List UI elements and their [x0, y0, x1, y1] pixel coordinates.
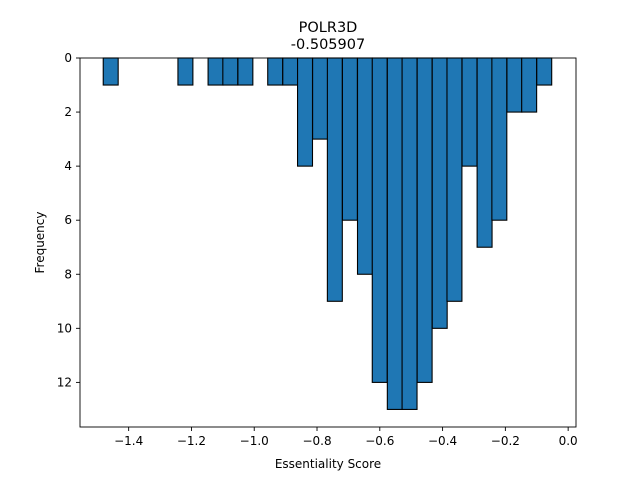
y-tick-label: 0	[64, 51, 72, 65]
y-tick-label: 6	[64, 213, 72, 227]
histogram-bar	[521, 57, 538, 113]
histogram-bar	[296, 57, 314, 167]
histogram-bar	[222, 57, 239, 86]
y-tick-label: 2	[64, 105, 72, 119]
histogram-bar	[207, 57, 224, 86]
histogram-bar	[282, 57, 299, 86]
y-axis-label: Frequency	[33, 212, 47, 274]
histogram-bar	[416, 57, 433, 383]
histogram-bar	[177, 57, 194, 86]
x-tick-label: 0.0	[559, 434, 578, 448]
x-tick-label: −1.2	[177, 434, 206, 448]
x-tick-label: −0.8	[302, 434, 331, 448]
x-axis-label: Essentiality Score	[275, 457, 381, 471]
x-tick-label: −0.2	[491, 434, 520, 448]
histogram-bar	[506, 57, 523, 113]
y-tick-label: 4	[64, 159, 72, 173]
histogram-bar	[476, 57, 493, 248]
histogram-bar	[326, 57, 343, 302]
chart-title: POLR3D	[299, 20, 358, 36]
y-tick-label: 12	[57, 375, 72, 389]
histogram-bar	[356, 57, 374, 275]
histogram-bar	[341, 57, 358, 221]
plot-frame	[79, 57, 577, 428]
histogram-bar	[312, 57, 329, 140]
histogram-bar	[431, 57, 448, 329]
x-tick-label: −1.4	[114, 434, 143, 448]
y-tick-label: 8	[64, 267, 72, 281]
histogram-bar	[491, 57, 508, 221]
histogram-bar	[102, 57, 119, 86]
x-tick-label: −1.0	[240, 434, 269, 448]
histogram-bar	[536, 57, 553, 86]
y-tick-label: 10	[57, 321, 72, 335]
histogram-bar	[371, 57, 388, 383]
histogram-bar	[401, 57, 418, 410]
histogram-bar	[386, 57, 403, 410]
bars-group	[102, 57, 553, 410]
histogram-bar	[237, 57, 254, 86]
histogram-bar	[267, 57, 284, 86]
y-axis-ticks: 0 2 4 6 8 10 12	[57, 51, 80, 389]
histogram-bar	[461, 57, 478, 167]
chart-subtitle: -0.505907	[291, 37, 365, 53]
histogram-bar	[446, 57, 463, 302]
x-tick-label: −0.4	[428, 434, 457, 448]
x-tick-label: −0.6	[365, 434, 394, 448]
x-axis-ticks: −1.4 −1.2 −1.0 −0.8 −0.6 −0.4 −0.2 0.0	[114, 427, 578, 448]
